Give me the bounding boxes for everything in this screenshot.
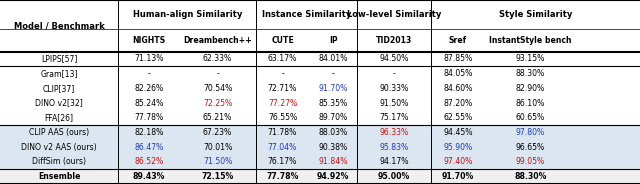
Text: 82.90%: 82.90% bbox=[516, 84, 545, 93]
Text: 88.30%: 88.30% bbox=[516, 69, 545, 78]
Text: 95.90%: 95.90% bbox=[444, 143, 472, 152]
Text: 82.26%: 82.26% bbox=[134, 84, 163, 93]
Text: 67.23%: 67.23% bbox=[203, 128, 232, 137]
Text: 94.50%: 94.50% bbox=[380, 54, 408, 63]
Text: Instance Similarity: Instance Similarity bbox=[262, 10, 351, 19]
Text: -: - bbox=[216, 69, 219, 78]
Text: Low-level Similarity: Low-level Similarity bbox=[347, 10, 441, 19]
Text: 77.27%: 77.27% bbox=[268, 99, 297, 107]
Text: 97.40%: 97.40% bbox=[444, 158, 472, 166]
Bar bbox=[0, 140, 640, 155]
Text: 94.45%: 94.45% bbox=[443, 128, 473, 137]
Text: FFA[26]: FFA[26] bbox=[45, 113, 74, 122]
Text: 93.15%: 93.15% bbox=[516, 54, 545, 63]
Text: 96.33%: 96.33% bbox=[380, 128, 408, 137]
Text: 88.30%: 88.30% bbox=[515, 172, 547, 181]
Text: 82.18%: 82.18% bbox=[134, 128, 163, 137]
Text: Model / Benchmark: Model / Benchmark bbox=[14, 21, 104, 30]
Text: 85.35%: 85.35% bbox=[319, 99, 348, 107]
Text: 71.78%: 71.78% bbox=[268, 128, 297, 137]
Text: 85.24%: 85.24% bbox=[134, 99, 163, 107]
Text: TID2013: TID2013 bbox=[376, 36, 412, 45]
Text: Ensemble: Ensemble bbox=[38, 172, 81, 181]
Text: -: - bbox=[281, 69, 284, 78]
Text: 84.05%: 84.05% bbox=[444, 69, 472, 78]
Text: 71.13%: 71.13% bbox=[134, 54, 164, 63]
Text: 76.55%: 76.55% bbox=[268, 113, 297, 122]
Text: 88.03%: 88.03% bbox=[319, 128, 348, 137]
Text: 86.52%: 86.52% bbox=[134, 158, 163, 166]
Text: 77.78%: 77.78% bbox=[134, 113, 163, 122]
Text: -: - bbox=[147, 69, 150, 78]
Text: -: - bbox=[332, 69, 335, 78]
Text: 70.54%: 70.54% bbox=[203, 84, 232, 93]
Text: 89.70%: 89.70% bbox=[319, 113, 348, 122]
Text: 62.33%: 62.33% bbox=[203, 54, 232, 63]
Text: 90.38%: 90.38% bbox=[319, 143, 348, 152]
Text: 97.80%: 97.80% bbox=[516, 128, 545, 137]
Text: 84.01%: 84.01% bbox=[318, 54, 348, 63]
Text: Human-align Similarity: Human-align Similarity bbox=[132, 10, 242, 19]
Text: 70.01%: 70.01% bbox=[203, 143, 232, 152]
Text: 91.70%: 91.70% bbox=[442, 172, 474, 181]
Text: LPIPS[57]: LPIPS[57] bbox=[41, 54, 77, 63]
Text: 89.43%: 89.43% bbox=[132, 172, 165, 181]
Text: 72.25%: 72.25% bbox=[203, 99, 232, 107]
Bar bbox=[0, 169, 640, 184]
Text: 95.00%: 95.00% bbox=[378, 172, 410, 181]
Text: DINO v2[32]: DINO v2[32] bbox=[35, 99, 83, 107]
Text: DiffSim (ours): DiffSim (ours) bbox=[32, 158, 86, 166]
Text: 86.47%: 86.47% bbox=[134, 143, 163, 152]
Text: 77.04%: 77.04% bbox=[268, 143, 297, 152]
Text: Sref: Sref bbox=[449, 36, 467, 45]
Text: 71.50%: 71.50% bbox=[203, 158, 232, 166]
Text: 86.10%: 86.10% bbox=[516, 99, 545, 107]
Text: 90.33%: 90.33% bbox=[380, 84, 408, 93]
Text: 87.85%: 87.85% bbox=[444, 54, 472, 63]
Text: 94.92%: 94.92% bbox=[317, 172, 349, 181]
Text: InstantStyle bench: InstantStyle bench bbox=[490, 36, 572, 45]
Text: 96.65%: 96.65% bbox=[516, 143, 545, 152]
Text: 75.17%: 75.17% bbox=[380, 113, 408, 122]
Text: 91.84%: 91.84% bbox=[318, 158, 348, 166]
Text: NIGHTS: NIGHTS bbox=[132, 36, 165, 45]
Text: 84.60%: 84.60% bbox=[444, 84, 472, 93]
Text: 62.55%: 62.55% bbox=[444, 113, 472, 122]
Text: DINO v2 AAS (ours): DINO v2 AAS (ours) bbox=[21, 143, 97, 152]
Text: Style Similarity: Style Similarity bbox=[499, 10, 572, 19]
Text: 72.71%: 72.71% bbox=[268, 84, 297, 93]
Text: 87.20%: 87.20% bbox=[444, 99, 472, 107]
Bar bbox=[0, 155, 640, 169]
Text: 94.17%: 94.17% bbox=[379, 158, 409, 166]
Text: 65.21%: 65.21% bbox=[203, 113, 232, 122]
Text: 76.17%: 76.17% bbox=[268, 158, 297, 166]
Text: IP: IP bbox=[329, 36, 337, 45]
Text: 63.17%: 63.17% bbox=[268, 54, 297, 63]
Text: 91.50%: 91.50% bbox=[380, 99, 408, 107]
Text: 91.70%: 91.70% bbox=[319, 84, 348, 93]
Text: Gram[13]: Gram[13] bbox=[40, 69, 78, 78]
Text: 99.05%: 99.05% bbox=[516, 158, 545, 166]
Text: -: - bbox=[392, 69, 396, 78]
Text: 60.65%: 60.65% bbox=[516, 113, 545, 122]
Text: 72.15%: 72.15% bbox=[202, 172, 234, 181]
Text: CLIP[37]: CLIP[37] bbox=[43, 84, 76, 93]
Bar bbox=[0, 125, 640, 140]
Text: 77.78%: 77.78% bbox=[266, 172, 299, 181]
Text: 95.83%: 95.83% bbox=[380, 143, 408, 152]
Text: CLIP AAS (ours): CLIP AAS (ours) bbox=[29, 128, 89, 137]
Text: CUTE: CUTE bbox=[271, 36, 294, 45]
Text: Dreambench++: Dreambench++ bbox=[183, 36, 252, 45]
